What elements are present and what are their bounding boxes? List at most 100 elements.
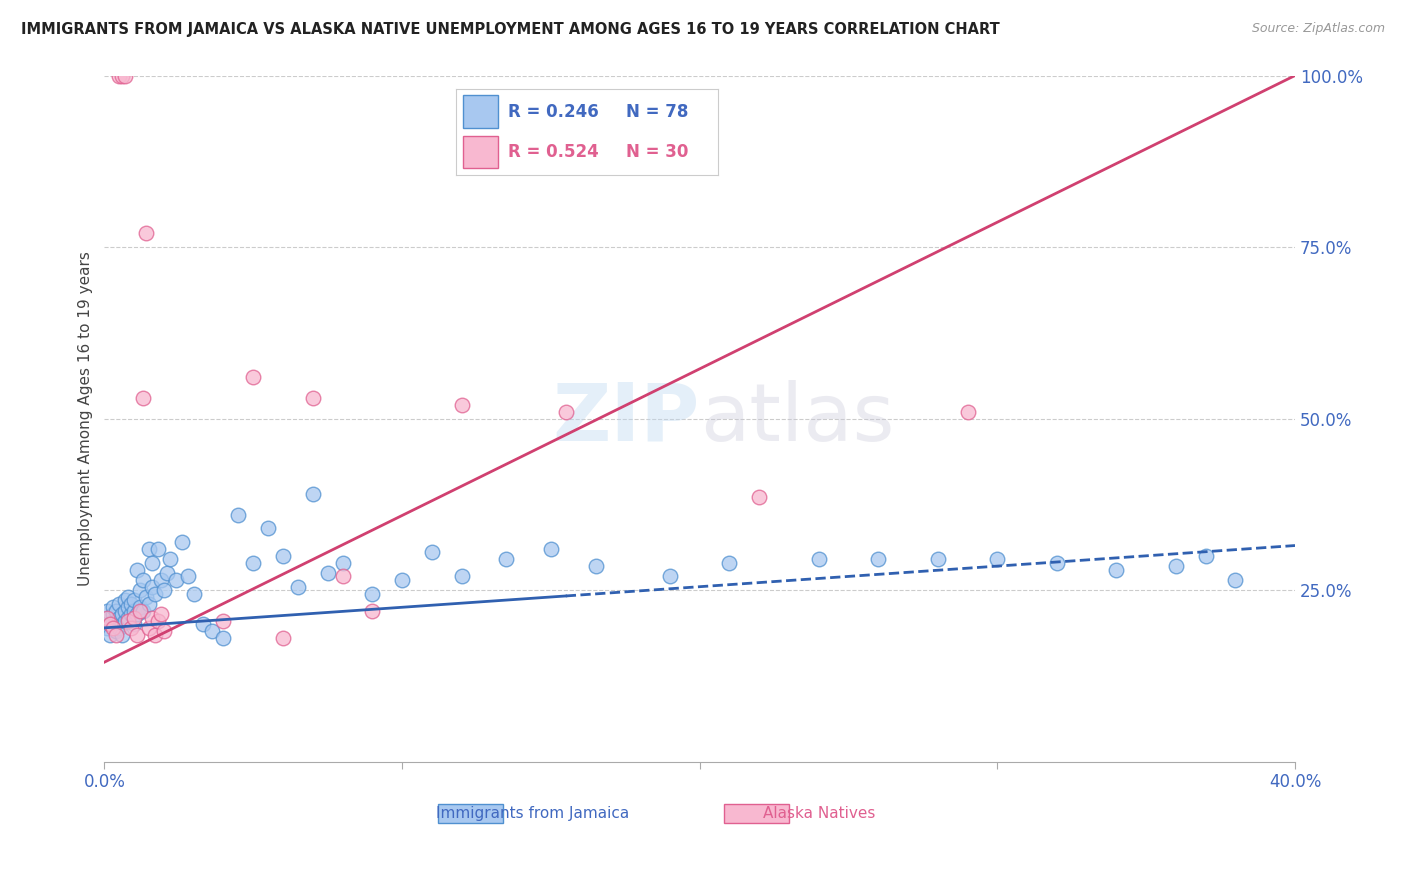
Point [141,580,163,594]
Point [103,614,125,628]
Point [96,610,118,624]
Point [868,552,890,566]
Point [127,563,149,577]
Text: atlas: atlas [700,380,894,458]
Point [143,586,166,600]
Point [117,610,139,624]
Point [1164,559,1187,574]
Point [105,628,128,642]
Point [1046,556,1069,570]
Point [138,621,160,635]
Point [114,604,136,618]
Point [927,552,949,566]
Point [111,628,134,642]
Point [96,610,118,624]
Text: Immigrants from Jamaica: Immigrants from Jamaica [436,806,630,822]
Point [108,69,131,83]
Point [143,628,166,642]
Point [122,604,145,618]
Point [135,590,157,604]
Point [391,573,413,587]
Point [111,617,134,632]
Point [111,69,134,83]
Point [96,604,118,618]
Point [718,556,741,570]
Point [149,607,172,622]
Point [177,569,200,583]
Point [156,566,179,580]
Point [228,508,250,522]
Point [301,487,323,501]
Point [748,491,770,505]
Point [146,614,169,628]
Point [146,541,169,556]
Point [1195,549,1218,563]
Point [132,391,155,405]
Point [138,597,160,611]
Point [120,597,142,611]
Point [127,607,149,622]
Point [316,566,339,580]
Point [108,597,131,611]
Point [98,617,121,632]
Point [120,621,142,635]
Point [129,583,152,598]
Y-axis label: Unemployment Among Ages 16 to 19 years: Unemployment Among Ages 16 to 19 years [79,252,93,586]
Point [153,583,176,598]
Point [103,600,125,615]
Point [141,610,163,624]
Point [127,628,149,642]
Point [108,621,131,635]
Point [271,631,294,645]
Point [540,541,562,556]
Point [117,590,139,604]
Point [122,593,145,607]
Point [191,617,214,632]
Point [135,227,157,241]
Point [132,604,155,618]
Point [332,556,354,570]
Point [554,405,576,419]
Point [114,69,136,83]
Point [117,600,139,615]
Point [103,621,125,635]
Bar [437,805,503,823]
Point [111,607,134,622]
Point [287,580,309,594]
Point [129,604,152,618]
Point [212,614,235,628]
Point [153,624,176,639]
Point [114,614,136,628]
Point [495,552,517,566]
Point [332,569,354,583]
Bar [724,805,789,823]
Point [98,628,121,642]
Point [141,556,163,570]
Point [159,552,181,566]
Point [361,604,384,618]
Point [138,541,160,556]
Text: Alaska Natives: Alaska Natives [762,806,875,822]
Point [658,569,681,583]
Point [96,621,118,635]
Point [120,607,142,622]
Point [986,552,1008,566]
Point [361,586,384,600]
Point [1225,573,1247,587]
Point [122,610,145,624]
Point [450,569,472,583]
Point [956,405,979,419]
Point [170,535,193,549]
Point [807,552,830,566]
Point [165,573,187,587]
Point [108,610,131,624]
Point [149,573,172,587]
Point [132,573,155,587]
Point [200,624,222,639]
Point [450,398,472,412]
Point [301,391,323,405]
Text: Source: ZipAtlas.com: Source: ZipAtlas.com [1251,22,1385,36]
Text: IMMIGRANTS FROM JAMAICA VS ALASKA NATIVE UNEMPLOYMENT AMONG AGES 16 TO 19 YEARS : IMMIGRANTS FROM JAMAICA VS ALASKA NATIVE… [21,22,1000,37]
Point [103,607,125,622]
Point [242,556,264,570]
